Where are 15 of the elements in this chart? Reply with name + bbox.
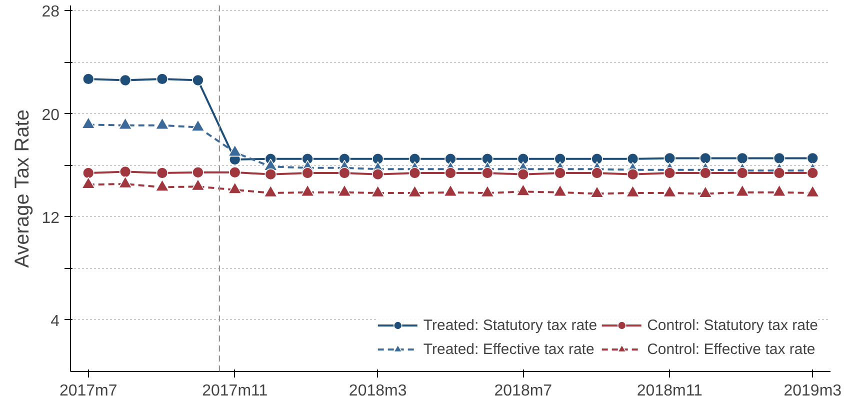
x-tick-label: 2019m3 [784,382,842,400]
legend-label: Control: Statutory tax rate [647,316,818,334]
x-tick-label: 2017m7 [59,382,118,400]
y-tick-label: 20 [42,106,60,124]
y-axis-title: Average Tax Rate [12,110,34,268]
legend-label: Control: Effective tax rate [647,340,816,358]
x-tick-label: 2018m3 [348,382,407,400]
legend-label: Treated: Statutory tax rate [423,316,598,334]
x-tick-label: 2018m11 [636,382,703,400]
y-tick-label: 28 [42,4,60,21]
x-tick-label: 2018m7 [494,382,552,400]
legend-label: Treated: Effective tax rate [423,340,594,358]
x-tick-label: 2017m11 [202,382,268,400]
y-tick-label: 4 [50,312,60,330]
y-tick-label: 12 [42,210,60,227]
